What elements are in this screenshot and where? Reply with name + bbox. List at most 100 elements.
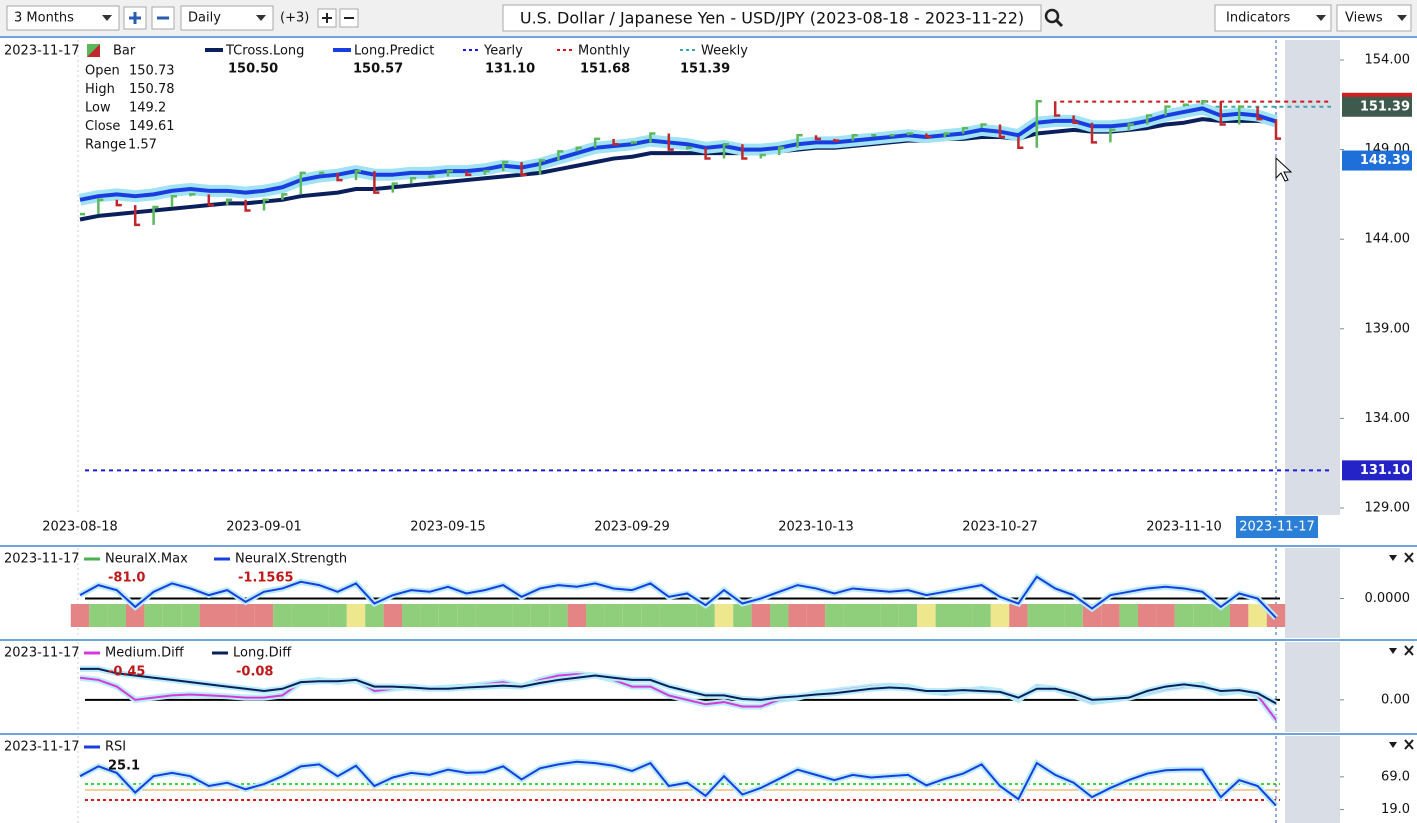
legend-value: -0.45 bbox=[108, 665, 145, 680]
yearly-tag-label: 131.10 bbox=[1360, 463, 1410, 478]
panel-date: 2023-11-17 bbox=[4, 552, 80, 567]
ohlc-label: Close bbox=[85, 119, 120, 134]
price-bar bbox=[1109, 128, 1116, 143]
cursor-date: 2023-11-17 bbox=[1239, 520, 1315, 535]
cursor-tag-label: 148.39 bbox=[1360, 153, 1410, 168]
views-button[interactable] bbox=[1336, 4, 1412, 32]
price-bar bbox=[391, 182, 398, 193]
signal-band bbox=[806, 604, 826, 627]
panel-controls[interactable] bbox=[1389, 552, 1414, 750]
signal-band bbox=[254, 604, 274, 627]
signal-band bbox=[438, 604, 458, 627]
series-line bbox=[79, 117, 1277, 222]
signal-band bbox=[678, 604, 697, 627]
signal-band bbox=[346, 604, 366, 627]
legend-name: Medium.Diff bbox=[105, 646, 185, 661]
signal-band bbox=[696, 604, 715, 627]
legend-name: NeuralX.Strength bbox=[235, 552, 347, 567]
price-bar bbox=[998, 124, 1005, 139]
signal-band bbox=[1101, 604, 1120, 627]
legend-name: NeuralX.Max bbox=[105, 552, 188, 567]
signal-band bbox=[199, 604, 218, 627]
panel-date: 2023-11-17 bbox=[4, 44, 80, 59]
price-bar bbox=[667, 133, 674, 151]
price-bar bbox=[1182, 103, 1189, 107]
signal-band bbox=[457, 604, 476, 627]
price-bar bbox=[501, 160, 509, 172]
x-tick-label: 2023-09-15 bbox=[410, 520, 486, 535]
price-bar bbox=[814, 135, 821, 141]
extra-text: (+3) bbox=[280, 11, 309, 26]
price-bar bbox=[906, 132, 913, 136]
x-tick-label: 2023-09-01 bbox=[226, 520, 302, 535]
price-bar bbox=[1127, 123, 1134, 130]
signal-band bbox=[218, 604, 237, 627]
symbol-box[interactable] bbox=[502, 4, 1042, 32]
price-bar bbox=[593, 137, 601, 148]
price-bar bbox=[1256, 106, 1263, 121]
signal-band bbox=[954, 604, 973, 627]
price-bar bbox=[189, 193, 196, 197]
price-bar bbox=[152, 205, 159, 225]
ohlc-label: Open bbox=[85, 64, 120, 79]
y-tick-label: 134.00 bbox=[1365, 411, 1411, 426]
price-bar bbox=[1035, 99, 1042, 148]
price-bar bbox=[777, 146, 785, 155]
signal-band bbox=[475, 604, 494, 627]
price-bar bbox=[1090, 122, 1097, 144]
legend-value: -81.0 bbox=[108, 571, 145, 586]
future-area bbox=[1285, 642, 1340, 732]
signal-band bbox=[89, 604, 108, 627]
range-select[interactable] bbox=[6, 5, 120, 31]
plus-icon bbox=[322, 13, 332, 23]
search-icon[interactable] bbox=[1044, 8, 1064, 28]
x-tick-label: 2023-08-18 bbox=[42, 520, 118, 535]
price-bar bbox=[1053, 101, 1061, 117]
legend-name: Yearly bbox=[483, 44, 523, 59]
panel-date: 2023-11-17 bbox=[4, 740, 80, 755]
price-bar bbox=[409, 177, 417, 184]
price-bar bbox=[1072, 115, 1079, 124]
bar-icon-half bbox=[87, 44, 100, 57]
weekly-tag-top bbox=[1342, 92, 1412, 98]
price-bar bbox=[1164, 105, 1171, 116]
panel-date: 2023-11-17 bbox=[4, 646, 80, 661]
ohlc-label: Low bbox=[85, 101, 111, 116]
price-bar bbox=[1237, 105, 1245, 125]
legend-value: 151.68 bbox=[580, 62, 630, 77]
signal-band bbox=[1230, 604, 1249, 627]
legend-value: 150.50 bbox=[228, 62, 278, 77]
signal-band bbox=[788, 604, 807, 627]
signal-band bbox=[1174, 604, 1194, 627]
price-bar bbox=[1017, 137, 1024, 150]
x-tick-label: 2023-09-29 bbox=[594, 520, 670, 535]
dropdown-arrow bbox=[1397, 15, 1407, 21]
ohlc-label: Range bbox=[85, 138, 126, 153]
signal-band bbox=[1064, 604, 1083, 627]
price-bar bbox=[980, 123, 987, 129]
dropdown-arrow bbox=[256, 15, 266, 21]
price-bar bbox=[925, 133, 932, 139]
price-bar bbox=[943, 132, 950, 138]
legend-value: -0.08 bbox=[236, 665, 273, 680]
panel-borders bbox=[0, 36, 1417, 735]
price-bar bbox=[115, 199, 122, 207]
ohlc-value: 149.2 bbox=[129, 101, 166, 116]
signal-band bbox=[751, 604, 770, 627]
y-tick-label: 129.00 bbox=[1365, 501, 1411, 516]
signal-band bbox=[291, 604, 310, 627]
signal-band bbox=[1193, 604, 1212, 627]
price-bar bbox=[796, 134, 803, 148]
cursor-tag bbox=[1342, 150, 1412, 171]
dropdown-arrow bbox=[102, 15, 112, 21]
interval-select[interactable] bbox=[180, 5, 274, 31]
signal-band bbox=[862, 604, 881, 627]
indicators-button[interactable] bbox=[1214, 4, 1332, 32]
signal-band bbox=[1046, 604, 1065, 627]
legend-name: Weekly bbox=[701, 44, 748, 59]
signal-band bbox=[659, 604, 678, 627]
interval-text: Daily bbox=[188, 11, 221, 26]
y-tick-label: 19.0 bbox=[1381, 802, 1410, 817]
weekly-tag-label: 151.39 bbox=[1360, 99, 1410, 114]
